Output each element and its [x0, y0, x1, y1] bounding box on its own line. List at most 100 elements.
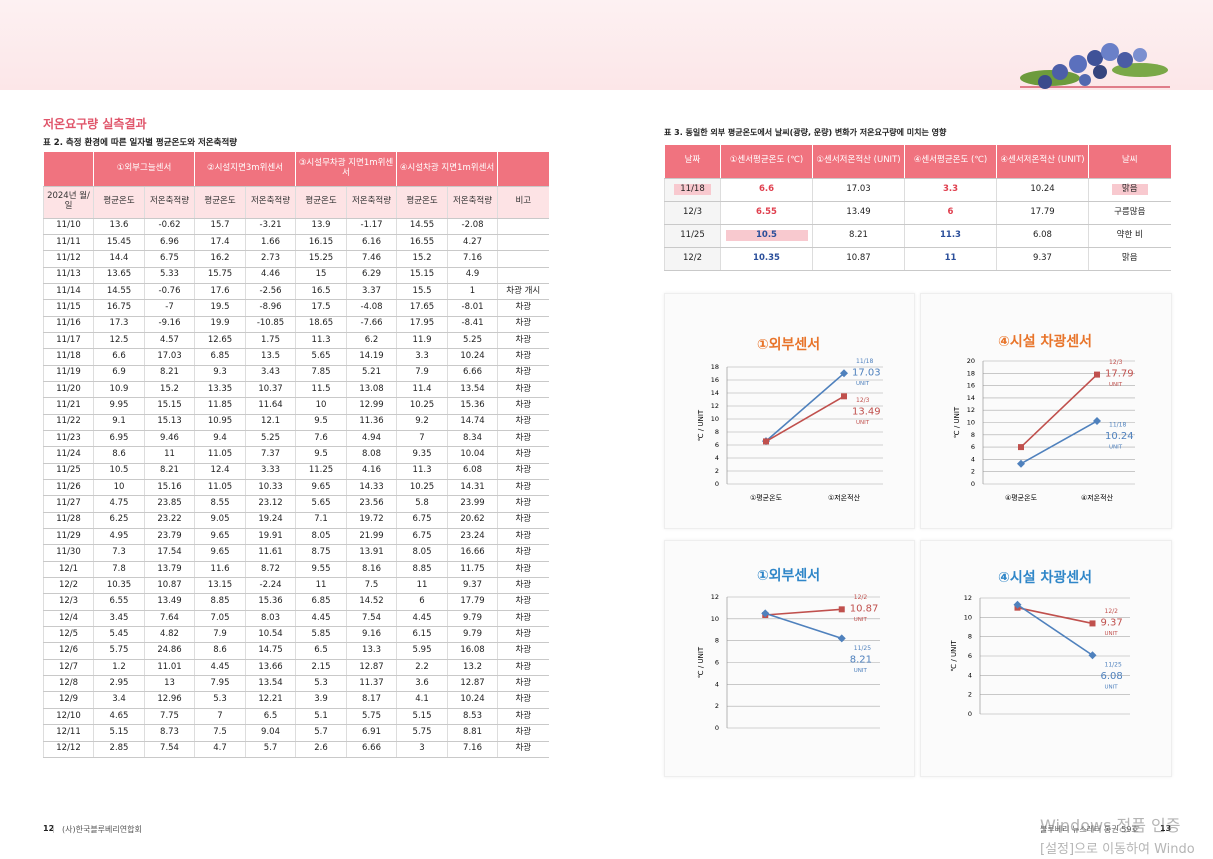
table-cell: 8.73 [143, 724, 195, 742]
table-cell: 9.37 [447, 577, 498, 595]
chart-panel [920, 293, 1172, 529]
header-cell: 날씨 [1088, 145, 1171, 179]
y-tick-label: 4 [715, 680, 719, 688]
y-tick-label: 4 [715, 454, 719, 462]
table-cell: 12/8 [43, 675, 94, 693]
table-row: 12/12 2.85 7.54 4.7 5.7 2.6 6.66 3 7.16 차광 [43, 741, 549, 758]
y-tick-label: 12 [711, 402, 719, 410]
table-cell: 3.3 [396, 348, 448, 366]
table-cell: 6.75 [143, 250, 195, 268]
table-cell: 5.8 [396, 495, 448, 513]
table-cell: 4.57 [143, 332, 195, 350]
marker [1017, 459, 1025, 468]
table-cell: 11 [904, 247, 997, 271]
y-tick-label: 20 [967, 357, 975, 365]
table-cell: 15.36 [447, 397, 498, 415]
y-tick-label: 6 [968, 652, 972, 660]
group-header: ③시설무차광 지면1m위센서 [295, 152, 397, 187]
series-name: 12/3 [856, 397, 870, 404]
header-row: ①외부그늘센서 ②시설지면3m위센서 ③시설무차광 지면1m위센서 ④시설차광 지면1… [43, 152, 549, 187]
table-cell: 7.54 [346, 610, 397, 628]
table-cell: 7.16 [447, 250, 498, 268]
cell-text: 17.79 [1030, 206, 1055, 217]
y-axis-label: ℃ / UNIT [697, 646, 705, 678]
table-cell: 차광 [497, 708, 549, 726]
table-cell: 9.95 [93, 397, 145, 415]
series-name: 11/25 [854, 645, 871, 652]
table-cell: 3.9 [295, 691, 347, 709]
table-cell: 11/22 [43, 414, 94, 431]
data-label: 6.08 [1101, 671, 1123, 682]
y-axis-label: ℃ / UNIT [950, 640, 958, 672]
table-2: ①외부그늘센서 ②시설지면3m위센서 ③시설무차광 지면1m위센서 ④시설차광 지면1… [43, 152, 549, 758]
table-cell: 11.61 [245, 544, 296, 562]
cell-text: 9.37 [1033, 252, 1052, 263]
watermark: [설정]으로 이동하여 Windo [1040, 842, 1195, 857]
table-cell: 7.5 [346, 577, 397, 595]
table-cell: 12/2 [43, 577, 94, 595]
marker [1093, 417, 1101, 426]
table-cell: 15.7 [194, 218, 246, 235]
table-cell: 7.6 [295, 430, 347, 448]
table-cell: 11.9 [396, 332, 448, 350]
table-cell: 4.95 [93, 528, 145, 546]
table-cell: 23.12 [245, 495, 296, 513]
table-cell: -8.01 [447, 299, 498, 317]
table-cell: 6.6 [93, 348, 145, 366]
cell-text: 10.35 [753, 252, 780, 263]
series-name: 12/2 [854, 594, 868, 601]
table-cell: 11.3 [396, 463, 448, 481]
table-cell: 1.2 [93, 659, 145, 677]
table-cell: 15.2 [143, 381, 195, 399]
sub-header: 평균온도 [295, 186, 347, 219]
table-cell: 6.96 [143, 234, 195, 252]
table-cell: 6.16 [346, 234, 397, 252]
table-cell: 3.43 [245, 365, 296, 382]
table-cell: 10.9 [93, 381, 145, 399]
table-cell: 5.95 [396, 642, 448, 660]
table-cell: 4.45 [295, 610, 347, 628]
marker [1018, 444, 1024, 451]
table-cell: 차광 [497, 610, 549, 628]
y-tick-label: 8 [715, 428, 719, 436]
series-line [1017, 606, 1093, 625]
table-cell: 9.1 [93, 414, 145, 431]
table-cell: 17.03 [812, 178, 905, 202]
table-cell: 11/25 [664, 224, 721, 248]
table-cell: 10.87 [812, 247, 905, 271]
series-name: 12/2 [1105, 608, 1119, 615]
series-line [765, 612, 842, 640]
table-cell: 15.15 [143, 397, 195, 415]
y-tick-label: 14 [711, 389, 719, 397]
table-cell: 13.9 [295, 218, 347, 235]
header-row: 2024년 월/일 평균온도 저온축적량 평균온도 저온축적량 평균온도 저온축적량 평균온도… [43, 186, 549, 219]
table-cell: -10.85 [245, 316, 296, 333]
table-cell: 11/18 [664, 178, 721, 202]
table-cell: 11/26 [43, 479, 94, 497]
group-header: ④시설차광 지면1m위센서 [396, 152, 498, 187]
table-cell: 6.85 [295, 593, 347, 611]
marker [838, 606, 845, 613]
table-cell: 6.75 [396, 512, 448, 530]
cell-text: 6.6 [758, 183, 775, 194]
table-cell: 5.75 [346, 708, 397, 726]
table-cell: 4.82 [143, 626, 195, 644]
table-cell: 14.52 [346, 593, 397, 611]
table-row: 12/11 5.15 8.73 7.5 9.04 5.7 6.91 5.75 8.81 차광 [43, 724, 549, 742]
table-cell: 8.03 [245, 610, 296, 628]
table-cell: 10.5 [93, 463, 145, 481]
table-cell: 7.85 [295, 365, 347, 382]
table-cell: 20.62 [447, 512, 498, 530]
table-cell: 차광 [497, 397, 549, 415]
table-cell: 3.33 [245, 463, 296, 481]
table-cell [497, 234, 549, 252]
table-cell: 4.75 [93, 495, 145, 513]
cell-text: 10.24 [1030, 183, 1055, 194]
table-cell: 13.49 [143, 593, 195, 611]
table-cell: 12/2 [664, 247, 721, 271]
table-cell: 13.79 [143, 561, 195, 579]
table-row: 11/26 10 15.16 11.05 10.33 9.65 14.33 10.25 14.3… [43, 479, 549, 497]
table-cell: 1 [447, 283, 498, 301]
table-cell: 2.2 [396, 659, 448, 677]
table-cell: 9.5 [295, 414, 347, 431]
